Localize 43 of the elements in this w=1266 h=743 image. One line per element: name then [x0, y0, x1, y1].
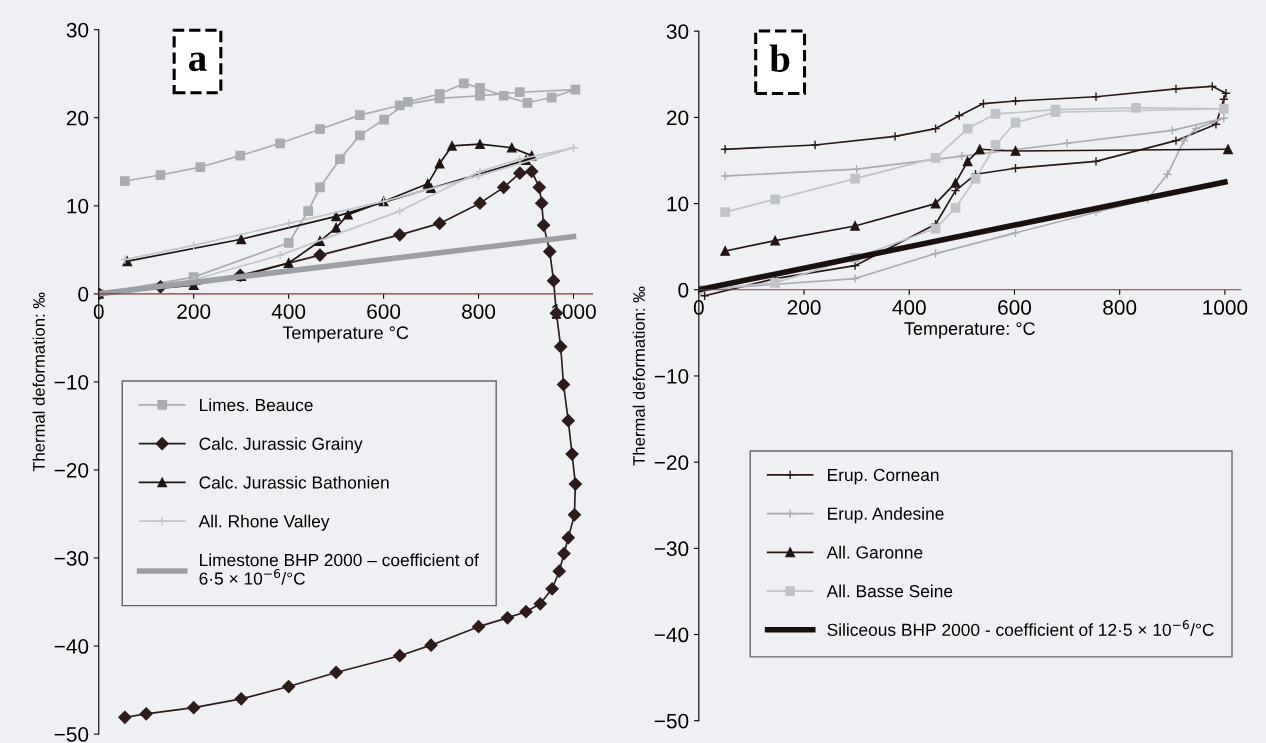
legend-label: Limestone BHP 2000 – coefficient of 6·5 × 10$^{−6}$/°C	[199, 553, 479, 585]
y-tick-label: 20	[66, 110, 89, 126]
y-tick-label: 30	[66, 22, 89, 38]
y-tick-label: 30	[666, 24, 689, 39]
legend-label: Siliceous BHP 2000 - coefficient of 12·5 × 10$^{−6}$/°C	[827, 620, 1214, 636]
x-axis-title: Temperature: °C	[904, 322, 1035, 339]
y-tick-label: 0	[678, 282, 689, 298]
y-tick-label: −30	[54, 550, 89, 566]
y-tick-label: −30	[654, 541, 689, 557]
legend-label: All. Basse Seine	[826, 584, 953, 598]
x-tick-label: 600	[367, 304, 401, 319]
legend-label: Calc. Jurassic Grainy	[199, 437, 363, 454]
y-tick-label: 10	[67, 198, 89, 214]
legend-label: Erup. Cornean	[828, 468, 939, 485]
chart-title: b	[769, 44, 790, 72]
x-tick-label: 400	[271, 304, 306, 319]
y-tick-label: −10	[654, 368, 689, 384]
legend-label: Calc. Jurassic Bathonien	[199, 475, 389, 489]
x-tick-label: 800	[462, 304, 496, 319]
legend-label: Erup. Andesine	[828, 507, 944, 524]
y-tick-label: −50	[54, 727, 89, 742]
y-axis-title: Thermal deformation: ‰	[32, 292, 45, 472]
legend-label: All. Garonne	[826, 545, 923, 559]
y-tick-label: −50	[654, 713, 689, 729]
y-axis-title: Thermal deformation: ‰	[632, 286, 645, 466]
chart-title: a	[189, 52, 207, 72]
y-tick-label: −20	[654, 455, 689, 470]
y-tick-label: −40	[654, 627, 689, 643]
y-tick-label: −10	[54, 374, 89, 390]
y-tick-label: −40	[54, 639, 89, 654]
x-tick-label: 1000	[1203, 300, 1248, 315]
y-tick-label: 20	[666, 110, 689, 126]
y-tick-label: −20	[54, 462, 89, 478]
y-tick-label: 10	[667, 196, 689, 212]
x-axis-title: Temperature °C	[282, 326, 409, 343]
x-tick-label: 200	[177, 304, 211, 319]
x-tick-label: 800	[1103, 300, 1137, 315]
y-tick-label: 0	[78, 286, 89, 302]
legend-label: All. Rhone Valley	[198, 514, 330, 531]
x-tick-label: 400	[892, 300, 926, 315]
legend-label: Limes. Beauce	[200, 398, 313, 412]
x-tick-label: 200	[787, 300, 821, 315]
x-tick-label: 600	[998, 300, 1032, 315]
